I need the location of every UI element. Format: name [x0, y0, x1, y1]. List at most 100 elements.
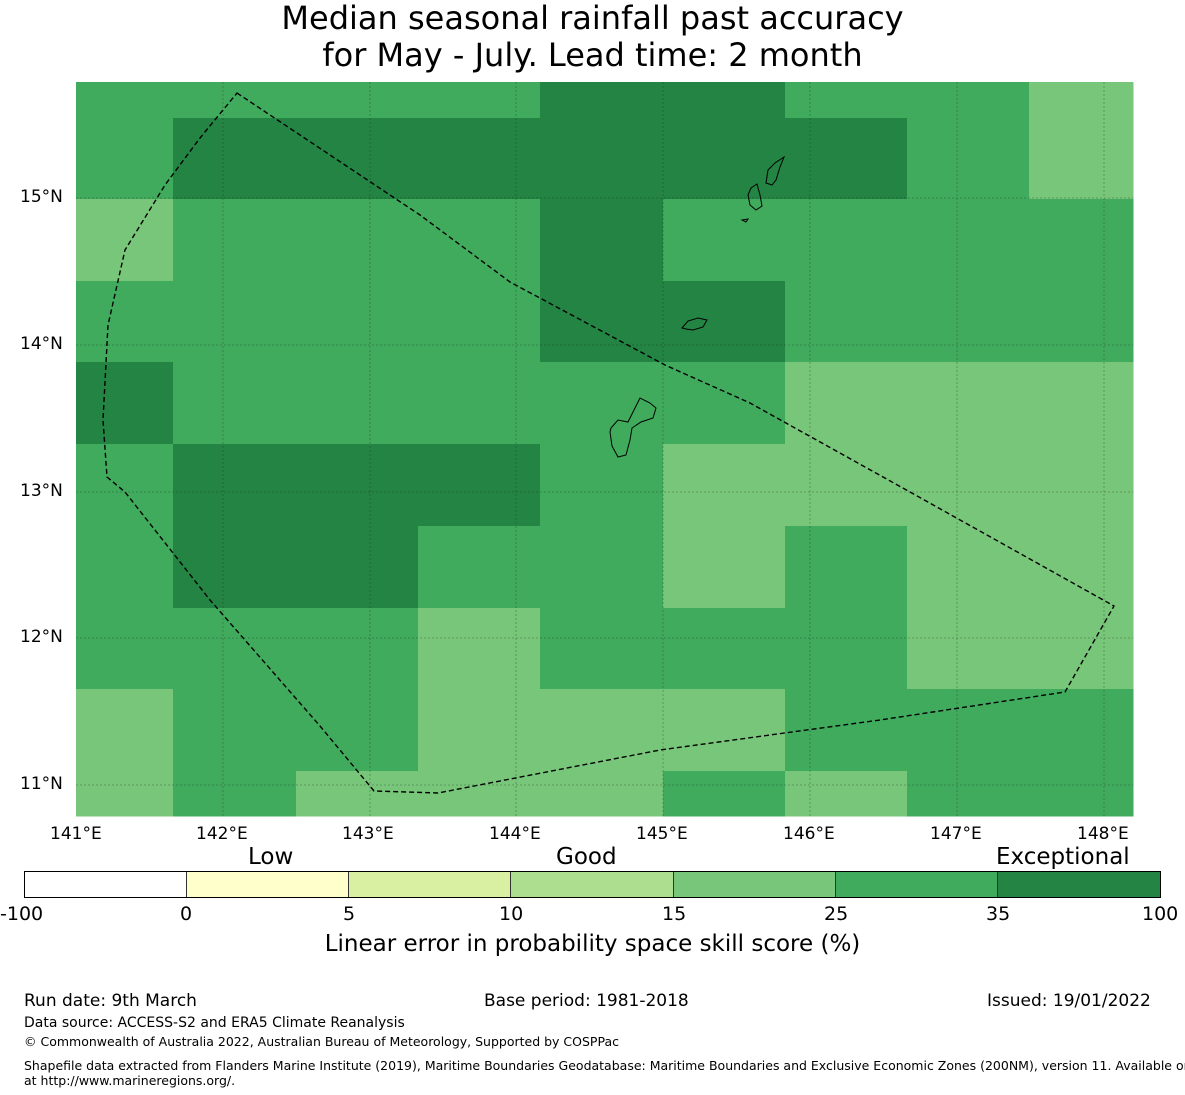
grid-cell [173, 118, 297, 200]
grid-cell [173, 281, 297, 363]
lat-label-12n: 12°N [20, 627, 63, 647]
grid-cell [785, 281, 908, 363]
grid-cell [418, 118, 541, 200]
grid-cell [173, 82, 297, 119]
grid-cell [296, 199, 419, 282]
grid-cell [785, 771, 908, 817]
grid-cell [296, 281, 419, 363]
grid-cell [540, 608, 664, 690]
grid-cell [418, 199, 541, 282]
grid-cell [76, 689, 174, 772]
grid-cell [1029, 118, 1134, 200]
copyright: © Commonwealth of Australia 2022, Austra… [24, 1034, 619, 1049]
grid-cell [540, 444, 664, 527]
grid-cell [173, 526, 297, 609]
colorbar-tick: -100 [0, 903, 44, 925]
grid-cell [663, 771, 786, 817]
grid-cell [296, 608, 419, 690]
grid-cell [418, 281, 541, 363]
grid-cell [785, 526, 908, 609]
eez-boundary [102, 92, 1115, 794]
grid-cell [785, 444, 908, 527]
lon-label-148e: 148°E [1077, 824, 1129, 844]
grid-cell [296, 362, 419, 445]
graticule-lines [76, 82, 1133, 816]
grid-cell [540, 281, 664, 363]
grid-cell [907, 281, 1030, 363]
colorbar-tick: 10 [499, 903, 524, 925]
colorbar-tick: 35 [986, 903, 1011, 925]
colorbar-tick: 0 [180, 903, 193, 925]
island-outlines [609, 155, 786, 458]
colorbar-label: Linear error in probability space skill … [324, 931, 861, 957]
colorbar-segment-1 [187, 872, 350, 897]
lat-label-13n: 13°N [20, 481, 63, 501]
grid-cell [1029, 771, 1134, 817]
grid-cell [76, 362, 174, 445]
shapefile-credit-line2: at http://www.marineregions.org/. [24, 1073, 236, 1088]
colorbar-tick: 100 [1142, 903, 1179, 925]
grid-cell [785, 199, 908, 282]
grid-cell [785, 608, 908, 690]
grid-cell [907, 118, 1030, 200]
grid-cell [1029, 608, 1134, 690]
colorbar-segment-4 [673, 872, 836, 897]
colorbar-segment-5 [835, 872, 998, 897]
grid-cell [663, 281, 786, 363]
grid-cell [663, 444, 786, 527]
grid-cell [785, 689, 908, 772]
grid-cell [907, 199, 1030, 282]
tinian-island [747, 183, 763, 211]
grid-cell [1029, 199, 1134, 282]
colorbar-tick: 5 [343, 903, 356, 925]
grid-cell [76, 82, 174, 119]
data-source: Data source: ACCESS-S2 and ERA5 Climate … [24, 1015, 405, 1031]
grid-cell [173, 362, 297, 445]
grid-cell [785, 118, 908, 200]
run-date: Run date: 9th March [24, 991, 197, 1011]
colorbar-tick: 15 [662, 903, 687, 925]
lon-label-141e: 141°E [50, 824, 102, 844]
grid-cell [173, 608, 297, 690]
chart-title-line2: for May - July. Lead time: 2 month [322, 36, 863, 74]
lon-label-145e: 145°E [636, 824, 688, 844]
grid-cell [907, 771, 1030, 817]
grid-cell [785, 362, 908, 445]
grid-cell [1029, 362, 1134, 445]
grid-cell [1029, 281, 1134, 363]
legend-category-low: Low [248, 844, 294, 870]
grid-cell [418, 771, 541, 817]
grid-cell [296, 526, 419, 609]
lon-label-143e: 143°E [342, 824, 394, 844]
grid-cell [418, 444, 541, 527]
grid-cell [296, 689, 419, 772]
grid-cell [907, 362, 1030, 445]
lat-label-11n: 11°N [20, 774, 63, 794]
grid-cell [663, 82, 786, 119]
grid-cell [907, 689, 1030, 772]
grid-cell [296, 444, 419, 527]
grid-cell [76, 444, 174, 527]
colorbar-tick: 25 [824, 903, 849, 925]
saipan-island [765, 155, 786, 186]
lon-label-144e: 144°E [489, 824, 541, 844]
grid-cell [540, 526, 664, 609]
grid-cell [663, 608, 786, 690]
lat-label-14n: 14°N [20, 334, 63, 354]
grid-cell [173, 689, 297, 772]
grid-cell [663, 362, 786, 445]
grid-cell [418, 689, 541, 772]
grid-cell [418, 526, 541, 609]
shapefile-credit-line1: Shapefile data extracted from Flanders M… [24, 1058, 1185, 1073]
colorbar-segment-2 [349, 872, 512, 897]
grid-cell [1029, 444, 1134, 527]
grid-cell [76, 118, 174, 200]
grid-cell [296, 118, 419, 200]
grid-cell [173, 199, 297, 282]
grid-cell [296, 82, 419, 119]
grid-cell [540, 689, 664, 772]
grid-cell [76, 281, 174, 363]
grid-cell [76, 771, 174, 817]
colorbar-segment-6 [997, 872, 1160, 897]
